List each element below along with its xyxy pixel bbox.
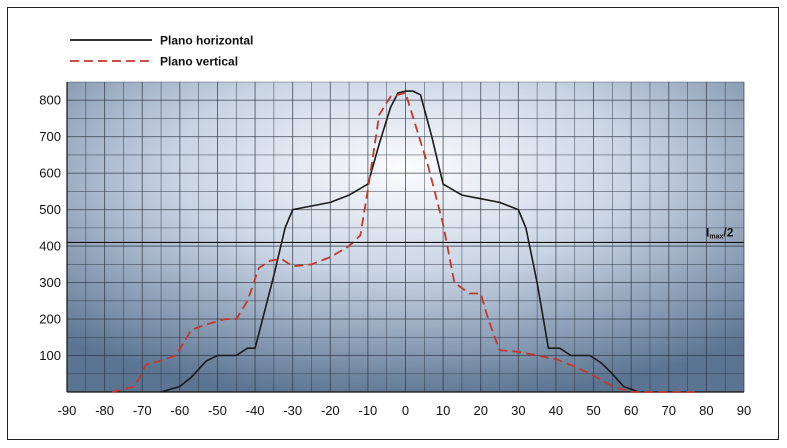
y-tick-label: 700 bbox=[39, 129, 61, 144]
grid bbox=[66, 81, 745, 392]
x-tick-label: -80 bbox=[95, 403, 114, 418]
y-tick-label: 500 bbox=[39, 202, 61, 217]
y-tick-label: 600 bbox=[39, 166, 61, 181]
series-line-horizontal bbox=[160, 90, 639, 393]
x-tick-label: 30 bbox=[511, 403, 525, 418]
x-tick-label: 80 bbox=[699, 403, 713, 418]
x-tick-label: -60 bbox=[170, 403, 189, 418]
x-tick-label: 10 bbox=[436, 403, 450, 418]
x-tick-label: 90 bbox=[737, 403, 751, 418]
x-tick-label: 0 bbox=[402, 403, 409, 418]
y-tick-label: 300 bbox=[39, 275, 61, 290]
x-tick-label: -30 bbox=[283, 403, 302, 418]
x-tick-label: -90 bbox=[58, 403, 77, 418]
y-tick-label: 400 bbox=[39, 239, 61, 254]
y-tick-label: 200 bbox=[39, 312, 61, 327]
annotation: Imax/2 bbox=[67, 225, 744, 244]
imax-half-label: Imax/2 bbox=[706, 225, 734, 240]
series bbox=[111, 90, 699, 393]
x-tick-label: 20 bbox=[473, 403, 487, 418]
x-tick-label: -50 bbox=[208, 403, 227, 418]
x-tick-label: 50 bbox=[586, 403, 600, 418]
x-tick-label: -40 bbox=[246, 403, 265, 418]
series-line-vertical bbox=[111, 92, 699, 393]
x-tick-label: 70 bbox=[662, 403, 676, 418]
x-tick-label: 40 bbox=[549, 403, 563, 418]
legend: Plano horizontal Plano vertical bbox=[70, 34, 253, 69]
x-tick-label: 60 bbox=[624, 403, 638, 418]
y-tick-label: 800 bbox=[39, 93, 61, 108]
y-tick-label: 100 bbox=[39, 348, 61, 363]
axes: -90 -80 -70 -60 -50 -40 -30 -20 -10 0 10 20 30 40 50 60… bbox=[39, 82, 751, 418]
legend-label: Plano horizontal bbox=[160, 34, 253, 48]
x-tick-label: -20 bbox=[321, 403, 340, 418]
x-tick-label: -70 bbox=[133, 403, 152, 418]
x-tick-label: -10 bbox=[358, 403, 377, 418]
legend-label: Plano vertical bbox=[160, 55, 238, 69]
